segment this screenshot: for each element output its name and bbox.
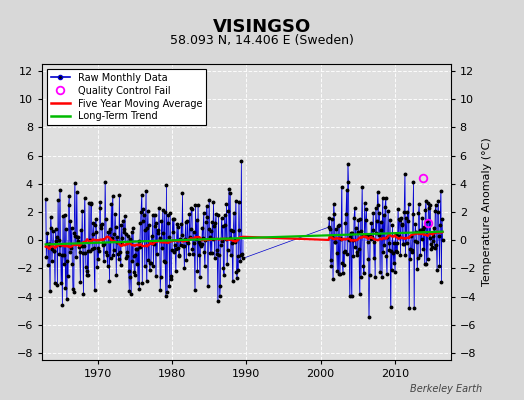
Text: VISINGSO: VISINGSO [213,18,311,36]
Text: 58.093 N, 14.406 E (Sweden): 58.093 N, 14.406 E (Sweden) [170,34,354,47]
Legend: Raw Monthly Data, Quality Control Fail, Five Year Moving Average, Long-Term Tren: Raw Monthly Data, Quality Control Fail, … [47,69,206,125]
Y-axis label: Temperature Anomaly (°C): Temperature Anomaly (°C) [482,138,492,286]
Text: Berkeley Earth: Berkeley Earth [410,384,482,394]
